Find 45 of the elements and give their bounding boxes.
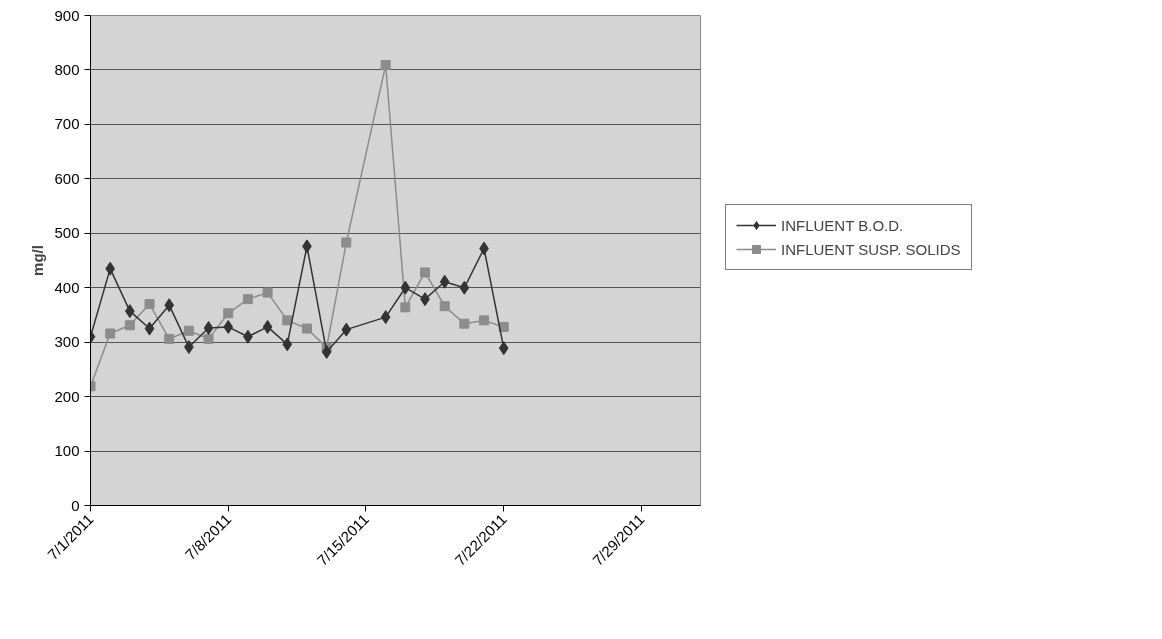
point	[321, 344, 332, 359]
point	[223, 308, 234, 319]
legend-label: INFLUENT SUSP. SOLIDS	[781, 240, 961, 258]
y-tick-label: 100	[54, 442, 80, 460]
point	[203, 321, 214, 336]
point	[400, 280, 411, 295]
point	[400, 302, 411, 313]
y-tick-label: 0	[71, 496, 80, 514]
point	[262, 319, 273, 334]
point	[164, 298, 175, 313]
point	[301, 323, 312, 334]
point	[223, 319, 234, 334]
point	[262, 287, 273, 298]
point	[341, 322, 352, 337]
point	[459, 318, 470, 329]
point	[341, 237, 352, 248]
y-tick-label: 400	[54, 278, 80, 296]
y-tick-label: 300	[54, 333, 80, 351]
point	[203, 333, 214, 344]
point	[105, 328, 116, 339]
point	[144, 321, 155, 336]
legend-label: INFLUENT B.O.D.	[781, 216, 904, 234]
y-tick-label: 900	[54, 6, 80, 24]
point	[380, 60, 391, 71]
point	[439, 274, 450, 289]
point	[479, 315, 490, 326]
point	[105, 261, 116, 276]
point	[498, 341, 509, 356]
y-axis-title: mg/l	[29, 245, 47, 276]
y-tick-label: 800	[54, 60, 80, 78]
point	[124, 320, 135, 331]
y-tick-label: 200	[54, 387, 80, 405]
point	[282, 337, 293, 352]
point	[420, 267, 431, 278]
point	[164, 333, 175, 344]
point	[183, 325, 194, 336]
point	[144, 299, 155, 310]
point	[439, 301, 450, 312]
point	[282, 315, 293, 326]
y-tick-label: 600	[54, 169, 80, 187]
y-tick-label: 700	[54, 115, 80, 133]
y-tick-label: 500	[54, 224, 80, 242]
point	[459, 280, 470, 295]
point	[380, 310, 391, 325]
point	[242, 294, 253, 305]
